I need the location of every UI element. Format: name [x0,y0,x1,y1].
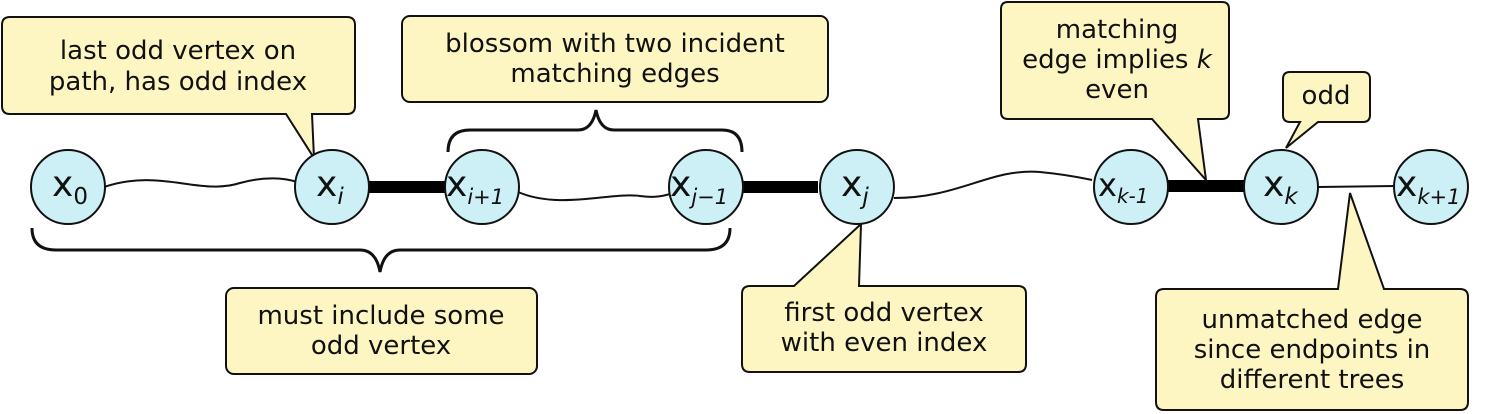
callout-first-odd-vertex: first odd vertex with even index [741,221,1027,373]
vertex-label: xk [1263,164,1299,210]
vertex-xk2: xk+1 [1393,149,1469,225]
vertex-circle [444,149,520,225]
vertex-label: xi [316,164,344,210]
vertex-xi1: xi+1 [444,149,520,225]
vertex-xj1: xj−1 [668,149,744,225]
callout-matching-edge: matching edge implies k even [1000,1,1230,184]
unmatched-edge-xk-xk1 [1317,185,1396,188]
callout-line-2: edge implies k [1022,45,1213,75]
callout-line-1: last odd vertex on [60,36,296,66]
callout-must-include: must include some odd vertex [225,287,538,375]
callout-line-2: odd vertex [311,331,451,361]
callout-blossom: blossom with two incident matching edges [401,15,829,103]
callout-odd: odd [1282,71,1371,149]
callout-line-2: matching edges [510,59,719,89]
vertex-label: xj−1 [670,164,728,209]
vertex-xj: xj [819,149,895,225]
callout-line-3: different trees [1220,365,1405,395]
vertex-label: xj [841,164,869,210]
callout-line-1: must include some [257,301,504,331]
callout-shape [1282,71,1371,149]
vertex-xk: xk [1243,149,1319,225]
vertex-circle [294,149,370,225]
vertex-circle [30,149,106,225]
vertex-circle [1243,149,1319,225]
vertex-label: x0 [52,164,88,210]
edge-xi1-xj1 [517,191,671,202]
callout-shape [1155,192,1469,411]
edges [103,170,1396,202]
vertices: x0 xi xi+1 xj−1 xj xk-1 xk xk+1 [30,149,1469,225]
must-include-brace [30,227,732,273]
edge-x0-xi [103,177,298,188]
callout-line-1: first odd vertex [784,298,983,328]
vertex-circle [1393,149,1469,225]
callout-line-2: since endpoints in [1194,335,1431,365]
vertex-xi: xi [294,149,370,225]
callout-line-1: blossom with two incident [445,29,785,59]
callout-line-3: even [1085,75,1149,105]
callout-line-1: matching [1056,15,1178,45]
callout-shape [741,221,1027,373]
blossom-brace [446,109,744,153]
vertex-xk1: xk-1 [1093,149,1169,225]
vertex-x0: x0 [30,149,106,225]
vertex-circle [668,149,744,225]
callout-line-2: path, has odd index [49,67,307,97]
vertex-label: xk-1 [1098,166,1148,208]
callout-shape [225,287,538,375]
callout-unmatched-edge: unmatched edge since endpoints in differ… [1155,192,1469,411]
callout-last-odd-vertex: last odd vertex on path, has odd index [1,16,356,162]
braces [30,109,744,273]
callout-line-1: unmatched edge [1202,305,1423,335]
vertex-circle [819,149,895,225]
callout-shape [1000,1,1230,184]
callout-shape [401,15,829,103]
callouts: last odd vertex on path, has odd index b… [1,1,1469,411]
edge-xj-xk1 [893,170,1093,199]
vertex-circle [1093,149,1169,225]
callout-line-1: odd [1302,81,1351,111]
vertex-label: xk+1 [1396,164,1460,209]
callout-shape [1,16,356,162]
callout-line-2: with even index [781,328,988,358]
vertex-label: xi+1 [446,164,504,209]
